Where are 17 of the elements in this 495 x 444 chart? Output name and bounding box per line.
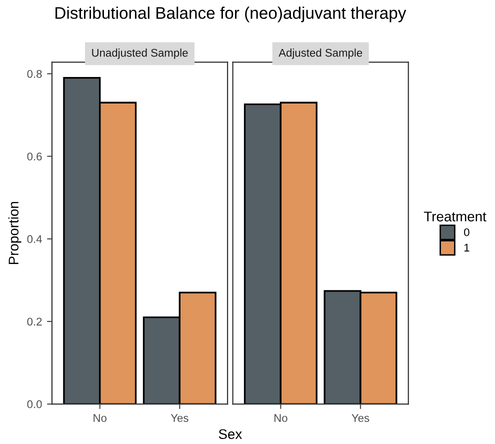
x-tick-label: Yes [170, 414, 188, 422]
chart-subtitle: Adjusted Sample [278, 48, 362, 59]
y-tick-label: 0.8 [27, 70, 42, 78]
y-tick-label: 0.0 [27, 400, 42, 408]
legend-label: 1 [464, 244, 470, 252]
x-tick-label: No [274, 414, 288, 422]
y-axis-title: Proportion [8, 202, 22, 264]
y-tick-label: 0.6 [27, 152, 42, 160]
chart-subtitle: Unadjusted Sample [92, 48, 188, 59]
legend-title: Treatment [424, 212, 486, 222]
y-tick-label: 0.2 [27, 318, 42, 326]
legend-label: 0 [464, 228, 470, 236]
x-axis-title: Sex [218, 429, 242, 440]
x-tick-label: No [94, 414, 106, 422]
chart-title: Distributional Balance for (neo)adjuvant therapy [56, 6, 406, 22]
y-tick-label: 0.4 [27, 235, 42, 244]
x-tick-label: Yes [352, 414, 370, 422]
